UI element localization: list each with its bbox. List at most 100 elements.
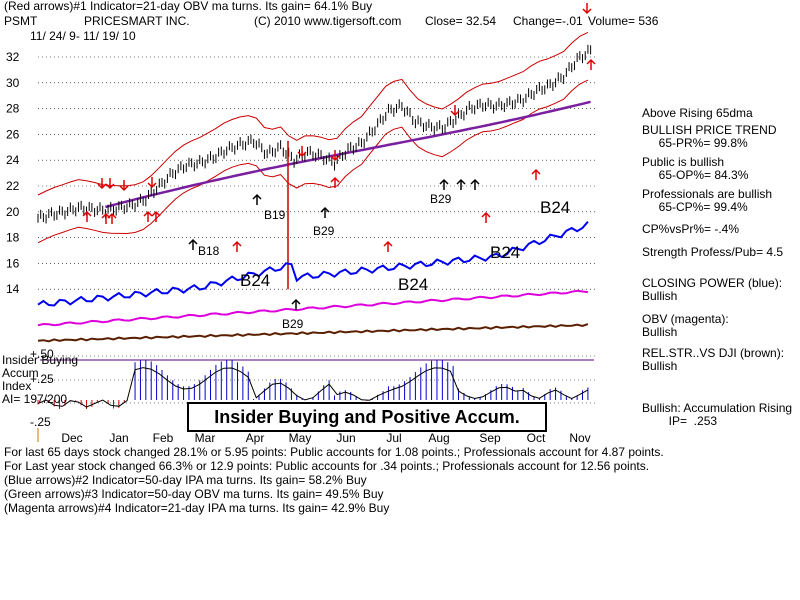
side-line-4: 65-OP%= 84.3% <box>642 168 749 182</box>
price-series <box>37 44 592 290</box>
obv-path <box>37 289 589 327</box>
red-up-arrow-6 <box>383 240 393 252</box>
red-up-arrow-0 <box>82 210 92 222</box>
annotation-b24-7: B24 <box>490 243 520 262</box>
red-up-arrow-7 <box>481 211 491 223</box>
red-down-arrow-7 <box>582 3 592 15</box>
y-tick-26: 26 <box>6 127 20 141</box>
annotation-b19-0: B19 <box>264 208 286 222</box>
accum-tick-1: +.25 <box>30 372 54 386</box>
y-axis-tick-labels: 14 16 18 20 22 24 26 28 30 32 +.50 +.25 -.25 <box>6 50 54 429</box>
x-label-feb: Feb <box>153 431 174 445</box>
upper-band <box>37 31 589 196</box>
black-up-arrow-2 <box>320 206 330 218</box>
bottom-line-1: For Last year stock changed 66.3% or 12.… <box>4 459 650 473</box>
side-line-16: IP= .253 <box>642 414 718 428</box>
annotation-b24-5: B24 <box>240 271 270 290</box>
x-label-jun: Jun <box>336 431 355 445</box>
black-up-arrow-2-head <box>320 206 330 213</box>
black-up-arrow-5-head <box>470 178 480 185</box>
x-label-apr: Apr <box>246 431 265 445</box>
red-down-arrow-5-head <box>330 155 340 162</box>
bottom-line-3: (Green arrows)#3 Indicator=50-day OBV ma… <box>4 487 384 501</box>
x-label-dec: Dec <box>61 431 82 445</box>
x-label-mar: Mar <box>195 431 216 445</box>
lower-band <box>37 79 589 244</box>
red-down-arrow-3-head <box>147 182 157 189</box>
annotation-b24-8: B24 <box>540 198 570 217</box>
accum-ma-line <box>37 367 589 408</box>
y-tick-18: 18 <box>6 231 20 245</box>
red-down-arrow-4-head <box>297 151 307 158</box>
red-up-arrow-0-head <box>82 210 92 217</box>
y-tick-16: 16 <box>6 256 20 270</box>
red-down-arrow-1-head <box>105 183 115 190</box>
side-line-5: Professionals are bullish <box>642 187 773 201</box>
black-up-arrow-0-head <box>188 238 198 245</box>
annotation-b29-3: B29 <box>430 192 452 206</box>
red-up-arrow-6-head <box>383 240 393 247</box>
black-up-arrow-3 <box>439 178 449 190</box>
side-line-9: CLOSING POWER (blue): <box>642 276 783 290</box>
ma65-line <box>105 100 591 209</box>
relstr-path <box>37 323 589 343</box>
side-line-2: 65-PR%= 99.8% <box>642 136 748 150</box>
red-up-arrow-2 <box>107 212 117 224</box>
red-up-arrow-3-head <box>143 210 153 217</box>
price-bands <box>37 31 589 244</box>
y-tick-28: 28 <box>6 102 20 116</box>
red-up-arrow-5 <box>330 176 340 188</box>
copyright: (C) 2010 www.tigersoft.com <box>254 14 402 28</box>
y-tick-14: 14 <box>6 282 20 296</box>
accum-tick-0: +.50 <box>30 347 54 361</box>
bottom-line-4: (Magenta arrows)#4 Indicator=21-day IPA … <box>4 501 390 515</box>
red-up-arrow-9 <box>232 240 242 252</box>
red-up-arrow-3 <box>143 210 153 222</box>
ticker: PSMT <box>4 14 38 28</box>
black-up-arrow-4 <box>456 178 466 190</box>
red-up-arrow-1 <box>101 212 111 224</box>
insider-title: Insider Buying <box>2 353 79 367</box>
side-line-10: Bullish <box>642 289 678 303</box>
y-tick-20: 20 <box>6 205 20 219</box>
red-up-arrow-10 <box>586 58 596 70</box>
insider-ai: AI= 197/200 <box>2 392 68 406</box>
annotation-b18-1: B18 <box>198 244 220 258</box>
x-label-may: May <box>289 431 312 445</box>
bottom-line-2: (Blue arrows)#2 Indicator=50-day IPA ma … <box>4 473 367 487</box>
bottom-line-0: For last 65 days stock changed 28.1% or … <box>4 445 664 459</box>
red-up-arrow-5-head <box>330 176 340 183</box>
side-line-3: Public is bullish <box>642 155 725 169</box>
red-down-arrow-5 <box>330 150 340 162</box>
red-up-arrow-7-head <box>481 211 491 218</box>
x-axis-month-labels: Dec Jan Feb Mar Apr May Jun Jul Aug Sep Oct Nov <box>37 428 591 445</box>
change-value: Change=-.01 <box>513 14 583 28</box>
black-up-arrow-1 <box>252 193 262 205</box>
x-label-sep: Sep <box>479 431 501 445</box>
side-line-12: Bullish <box>642 325 678 339</box>
red-up-arrow-10-head <box>586 58 596 65</box>
side-line-8: Strength Profess/Pub= 4.5 <box>642 245 784 259</box>
side-line-6: 65-CP%= 99.4% <box>642 200 748 214</box>
closing-power-path <box>37 221 589 307</box>
red-down-arrow-2-head <box>119 185 129 192</box>
x-label-nov: Nov <box>569 431 590 445</box>
side-line-0: Above Rising 65dma <box>642 106 753 120</box>
side-line-15: Bullish: Accumulation Rising <box>642 401 793 415</box>
y-tick-32: 32 <box>6 50 20 64</box>
black-up-arrow-6-head <box>291 298 301 305</box>
closing-power-line <box>37 221 589 307</box>
black-up-arrow-3-head <box>439 178 449 185</box>
relative-strength-line <box>37 323 589 343</box>
y-tick-22: 22 <box>6 179 20 193</box>
red-down-arrow-0 <box>97 178 107 190</box>
red-down-arrow-1 <box>105 178 115 190</box>
insider-accum: Accum <box>2 366 39 380</box>
red-up-arrow-8 <box>531 168 541 180</box>
indicator-1-text: (Red arrows)#1 Indicator=21-day OBV ma t… <box>4 0 373 13</box>
x-label-jul: Jul <box>386 431 401 445</box>
red-down-arrow-6 <box>450 105 460 117</box>
red-down-arrow-4 <box>297 146 307 158</box>
company-name: PRICESMART INC. <box>84 14 190 28</box>
